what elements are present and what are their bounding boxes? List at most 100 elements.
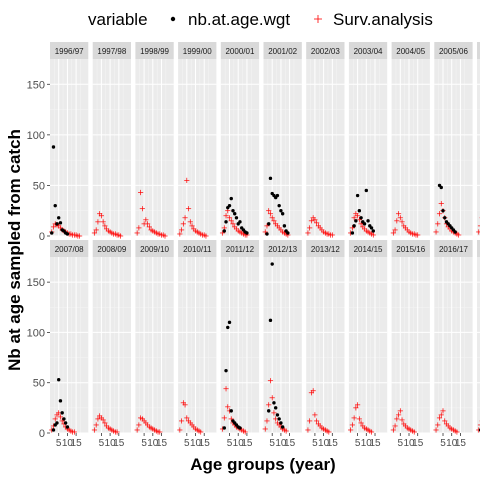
- point-nb-at-age-wgt: [441, 209, 445, 213]
- facet-strip-label: 2012/13: [268, 245, 297, 254]
- panel-background: [135, 59, 174, 236]
- point-surv-analysis: [353, 405, 359, 411]
- point-nb-at-age-wgt: [238, 220, 242, 224]
- facet-strip: [135, 240, 174, 257]
- y-tick-label: 150: [27, 79, 45, 91]
- point-surv-analysis: [100, 219, 106, 225]
- point-surv-analysis: [219, 230, 226, 236]
- x-tick-label: 10: [233, 438, 245, 449]
- point-surv-analysis: [157, 429, 163, 435]
- point-surv-analysis: [91, 230, 98, 236]
- point-surv-analysis: [438, 201, 444, 207]
- point-surv-analysis: [95, 416, 101, 422]
- panel-background: [434, 257, 473, 433]
- point-surv-analysis: [178, 227, 185, 233]
- panel-background: [477, 257, 480, 433]
- facet-strip-label: 2000/01: [225, 47, 254, 56]
- point-surv-analysis: [223, 386, 229, 392]
- point-nb-at-age-wgt: [229, 409, 233, 413]
- point-surv-analysis: [139, 206, 145, 212]
- point-surv-analysis: [177, 427, 183, 433]
- facet-panel: 2007/08: [49, 240, 89, 435]
- point-nb-at-age-wgt: [268, 318, 273, 323]
- x-tick-label: 10: [361, 438, 373, 449]
- y-tick-label: 0: [39, 231, 45, 243]
- point-surv-analysis: [269, 215, 275, 221]
- x-tick-label: 5: [99, 438, 105, 449]
- panel-background: [178, 59, 217, 236]
- panel-background: [477, 59, 480, 236]
- facet-panel: 2012/13: [262, 240, 302, 434]
- panel-background: [391, 257, 430, 433]
- point-surv-analysis: [305, 427, 311, 433]
- point-nb-at-age-wgt: [65, 425, 70, 429]
- point-surv-analysis: [223, 213, 229, 219]
- point-nb-at-age-wgt: [226, 325, 230, 330]
- x-tick-label: 10: [446, 438, 458, 449]
- point-nb-at-age-wgt: [55, 222, 59, 226]
- point-nb-at-age-wgt: [273, 406, 278, 410]
- point-nb-at-age-wgt: [227, 203, 232, 208]
- facet-strip-label: 2010/11: [183, 245, 212, 254]
- point-surv-analysis: [390, 427, 396, 433]
- facet-panel: 2005/06: [433, 42, 473, 238]
- panel-background: [220, 59, 260, 236]
- facet-strip-label: 1996/97: [55, 47, 84, 56]
- facet-strip-label: 2015/16: [396, 245, 425, 254]
- facet-strip: [50, 42, 89, 59]
- facet-strip-label: 2009/10: [140, 245, 169, 254]
- facet-panel: 2014/15: [348, 240, 388, 435]
- point-surv-analysis: [114, 429, 120, 435]
- panel-background: [348, 59, 388, 236]
- point-surv-analysis: [392, 227, 398, 233]
- facet-panel: 2002/03: [305, 42, 345, 238]
- x-tick-label: 5: [440, 438, 446, 449]
- point-surv-analysis: [189, 223, 195, 229]
- facet-panel: 1996/97: [49, 42, 89, 239]
- point-nb-at-age-wgt: [453, 230, 457, 234]
- point-surv-analysis: [266, 208, 272, 214]
- point-surv-analysis: [358, 221, 364, 227]
- point-surv-analysis: [351, 215, 357, 221]
- point-surv-analysis: [312, 412, 318, 418]
- point-nb-at-age-wgt: [268, 176, 273, 181]
- point-nb-at-age-wgt: [267, 222, 271, 226]
- point-surv-analysis: [56, 410, 62, 416]
- facet-panel: 2003/04: [348, 42, 388, 238]
- y-axes: 0 50 100 150 0 50 100 150: [27, 79, 50, 440]
- y-tick-label: 150: [27, 277, 45, 289]
- facet-strip: [263, 240, 302, 257]
- facet-strip: [263, 42, 302, 59]
- point-surv-analysis: [177, 231, 183, 237]
- facet-strip: [135, 42, 174, 59]
- point-surv-analysis: [307, 225, 313, 231]
- point-surv-analysis: [477, 424, 480, 426]
- point-surv-analysis: [230, 221, 236, 227]
- y-tick-label: 50: [33, 378, 45, 390]
- point-nb-at-age-wgt: [272, 401, 276, 405]
- y-axis-title: Nb at age sampled from catch: [5, 129, 24, 371]
- point-surv-analysis: [454, 429, 460, 435]
- x-tick-label: 15: [156, 438, 168, 449]
- point-nb-at-age-wgt: [224, 220, 228, 224]
- point-surv-analysis: [226, 215, 233, 221]
- point-nb-at-age-wgt: [277, 417, 281, 421]
- point-surv-analysis: [476, 427, 480, 433]
- point-surv-analysis: [314, 220, 320, 226]
- point-nb-at-age-wgt: [286, 231, 290, 235]
- point-nb-at-age-wgt: [280, 425, 285, 429]
- point-surv-analysis: [411, 429, 417, 435]
- facet-panel: 2000/01: [219, 42, 260, 238]
- panel-background: [306, 59, 345, 236]
- facet-strip-label: 2001/02: [268, 47, 297, 56]
- point-nb-at-age-wgt: [57, 216, 61, 220]
- panel-background: [50, 59, 89, 236]
- point-surv-analysis: [355, 402, 361, 408]
- panel-background: [391, 59, 430, 236]
- point-nb-at-age-wgt: [234, 216, 239, 220]
- point-surv-analysis: [349, 422, 355, 428]
- point-surv-analysis: [178, 418, 185, 424]
- x-tick-label: 15: [412, 438, 424, 449]
- y-tick-label: 100: [27, 327, 45, 339]
- point-nb-at-age-wgt: [279, 209, 283, 213]
